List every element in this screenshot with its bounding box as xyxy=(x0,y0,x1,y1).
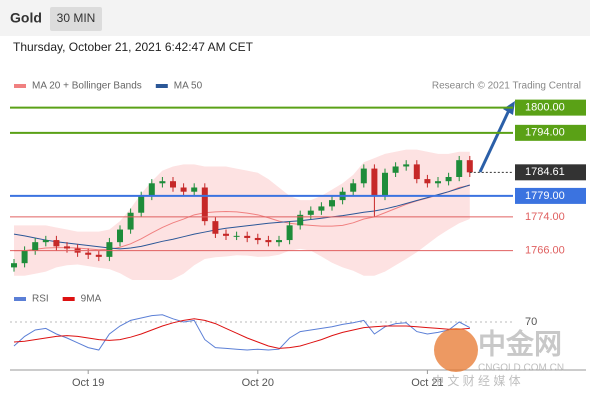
candle-body xyxy=(265,240,272,243)
candle-body xyxy=(201,187,208,222)
price-plot xyxy=(11,149,473,280)
candle-body xyxy=(138,195,145,213)
level-box xyxy=(515,187,586,204)
candle-body xyxy=(244,235,251,238)
candle-body xyxy=(53,240,60,247)
x-tick-label: Oct 19 xyxy=(72,377,104,389)
level-box xyxy=(515,99,586,116)
candle-body xyxy=(318,206,325,211)
ma-line xyxy=(14,184,470,252)
candle-body xyxy=(466,160,473,173)
candle-body xyxy=(233,235,240,237)
level-box xyxy=(515,124,586,141)
candle-body xyxy=(382,172,388,196)
level-label: 1784.61 xyxy=(525,166,565,178)
candle-body xyxy=(32,242,39,251)
watermark: 中金网 CNGOLD.COM.CN 中 文 财 经 媒 体 xyxy=(432,327,564,388)
candle-body xyxy=(64,246,70,249)
credit: Research © 2021 Trading Central xyxy=(432,81,581,92)
level-box xyxy=(515,164,586,181)
candle-body xyxy=(11,263,17,268)
candle-body xyxy=(148,183,155,196)
candle-body xyxy=(350,183,357,192)
candle-body xyxy=(95,254,102,257)
bollinger-band xyxy=(14,149,470,280)
candle-body xyxy=(329,200,335,207)
candle-body xyxy=(106,242,113,257)
interval[interactable]: 30 MIN xyxy=(57,11,96,25)
legend-label: MA 20 + Bollinger Bands xyxy=(32,81,142,92)
watermark-site: CNGOLD.COM.CN xyxy=(478,363,564,374)
legend-label: MA 50 xyxy=(174,81,203,92)
ma-line xyxy=(13,184,470,250)
x-tick-label: Oct 21 xyxy=(411,377,443,389)
candle-body xyxy=(307,210,314,215)
candle-body xyxy=(212,221,219,234)
watermark-icon xyxy=(434,328,478,372)
timestamp: Thursday, October 21, 2021 6:42:47 AM CE… xyxy=(13,40,254,54)
candle-body xyxy=(223,233,229,236)
legend-swatch xyxy=(14,297,26,301)
candle-body xyxy=(21,250,28,264)
rsi-line xyxy=(13,314,471,351)
level-label: 1779.00 xyxy=(525,190,565,202)
x-tick-label: Oct 20 xyxy=(242,377,274,389)
watermark-logo: 中金网 xyxy=(478,327,562,359)
level-label: 1766.00 xyxy=(525,244,565,256)
watermark-tagline: 中 文 财 经 媒 体 xyxy=(432,373,521,388)
candle-body xyxy=(424,179,431,184)
candle-body xyxy=(392,166,399,173)
legend-swatch xyxy=(14,84,26,88)
candle-body xyxy=(371,168,378,196)
candle-body xyxy=(456,160,463,177)
candle-body xyxy=(413,164,420,180)
legend-swatch xyxy=(62,297,75,301)
candle-body xyxy=(180,187,187,192)
candle-body xyxy=(286,225,293,241)
candle-body xyxy=(360,168,367,184)
candle-body xyxy=(435,181,441,184)
candle-body xyxy=(297,214,304,226)
rsi-line xyxy=(13,318,470,349)
candle-body xyxy=(42,240,49,243)
candle-body xyxy=(254,237,261,241)
level-label: 1800.00 xyxy=(525,102,565,114)
level-label: 1774.00 xyxy=(525,211,565,223)
candle-body xyxy=(445,176,452,182)
candle-body xyxy=(170,181,176,188)
candle-body xyxy=(191,187,198,192)
y-tick-label: 70 xyxy=(525,316,537,328)
legend-label: 9MA xyxy=(81,294,102,305)
legend-swatch xyxy=(155,84,168,88)
interval-tab[interactable] xyxy=(50,7,102,31)
projection-arrow xyxy=(478,107,512,173)
candle-body xyxy=(127,212,134,230)
candle-body xyxy=(85,252,92,255)
candle-body xyxy=(403,164,410,167)
candle-body xyxy=(159,181,166,184)
symbol: Gold xyxy=(10,10,42,26)
candle-body xyxy=(117,229,123,243)
candle-body xyxy=(276,240,282,243)
legend-label: RSI xyxy=(32,294,49,305)
level-label: 1794.00 xyxy=(525,127,565,139)
